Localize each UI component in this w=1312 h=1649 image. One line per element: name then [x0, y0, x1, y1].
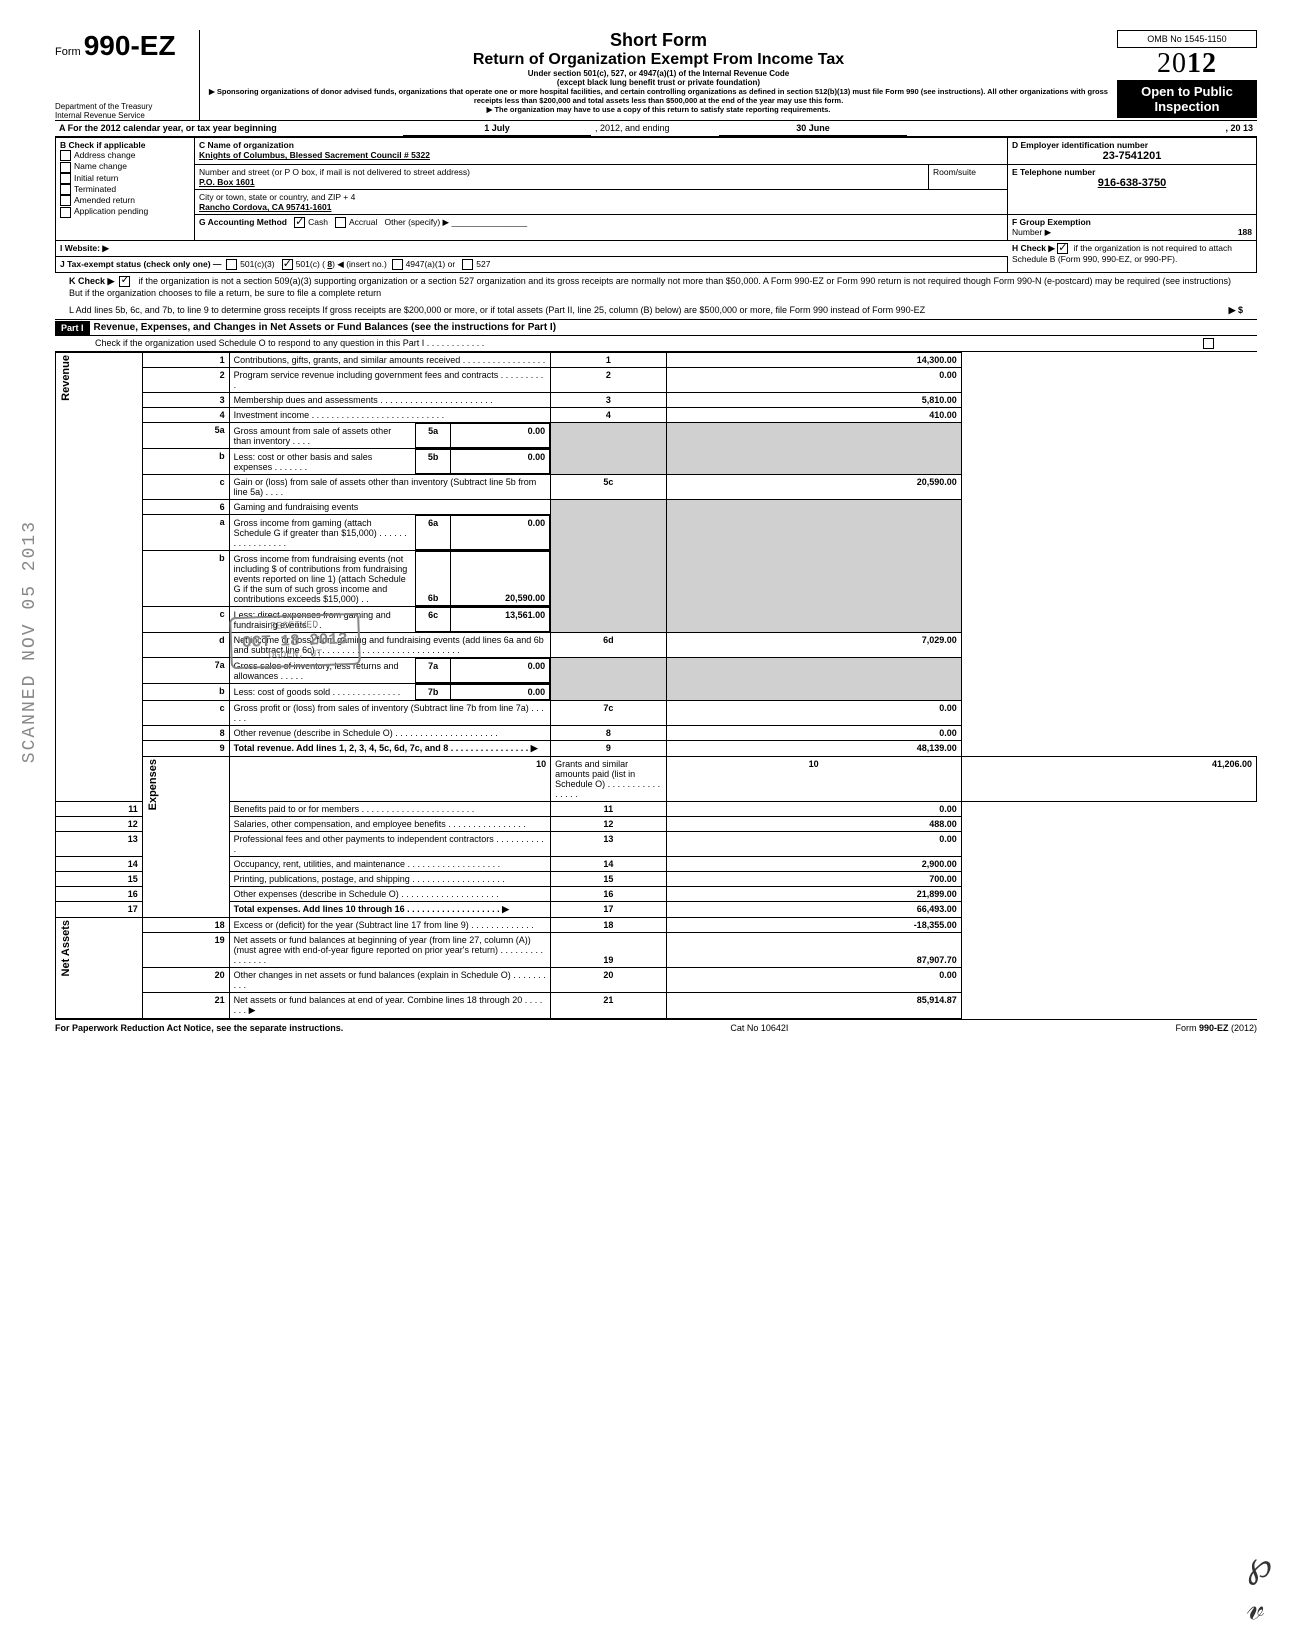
chk-address[interactable]: Address change	[60, 150, 190, 161]
d-label: D Employer identification number	[1012, 140, 1252, 150]
ein: 23-7541201	[1012, 150, 1252, 162]
chk-527[interactable]	[462, 259, 473, 270]
signature-mark: ℘𝓋	[1247, 1544, 1272, 1629]
title-copy: ▶ The organization may have to use a cop…	[206, 105, 1111, 114]
part1-header: Part I Revenue, Expenses, and Changes in…	[55, 319, 1257, 336]
e-label: E Telephone number	[1012, 167, 1252, 177]
chk-name[interactable]: Name change	[60, 161, 190, 172]
city-state-zip: Rancho Cordova, CA 95741-1601	[199, 202, 1003, 212]
chk-501c3[interactable]	[226, 259, 237, 270]
page-footer: For Paperwork Reduction Act Notice, see …	[55, 1019, 1257, 1033]
dept-treasury: Department of the Treasury	[55, 102, 195, 111]
chk-h[interactable]	[1057, 243, 1068, 254]
title-section: Under section 501(c), 527, or 4947(a)(1)…	[206, 69, 1111, 78]
city-label: City or town, state or country, and ZIP …	[199, 192, 1003, 202]
g-label: G Accounting Method	[199, 217, 287, 227]
title-return: Return of Organization Exempt From Incom…	[206, 51, 1111, 69]
chk-pending[interactable]: Application pending	[60, 206, 190, 217]
room-suite: Room/suite	[929, 165, 1008, 190]
header-info-grid: B Check if applicable Address change Nam…	[55, 137, 1257, 273]
scanned-stamp: SCANNED NOV 05 2013	[20, 520, 40, 763]
org-name: Knights of Columbus, Blessed Sacrement C…	[199, 150, 1003, 160]
chk-schedule-o[interactable]	[1203, 338, 1214, 349]
chk-k[interactable]	[119, 276, 130, 287]
section-expenses: Expenses	[147, 759, 159, 810]
chk-initial[interactable]: Initial return	[60, 173, 190, 184]
dept-irs: Internal Revenue Service	[55, 111, 195, 120]
section-revenue: Revenue	[60, 355, 72, 401]
po-box: P.O. Box 1601	[199, 177, 924, 187]
chk-accrual[interactable]	[335, 217, 346, 228]
part1-check: Check if the organization used Schedule …	[55, 336, 1257, 352]
form-header: Form 990-EZ Department of the Treasury I…	[55, 30, 1257, 120]
c-label: C Name of organization	[199, 140, 1003, 150]
section-net-assets: Net Assets	[60, 920, 72, 976]
row-a-tax-year: A For the 2012 calendar year, or tax yea…	[55, 120, 1257, 137]
addr-label: Number and street (or P O box, if mail i…	[199, 167, 924, 177]
chk-terminated[interactable]: Terminated	[60, 184, 190, 195]
tax-year: 2012	[1117, 48, 1257, 80]
b-label: B Check if applicable	[60, 140, 190, 150]
chk-501c[interactable]	[282, 259, 293, 270]
chk-cash[interactable]	[294, 217, 305, 228]
phone: 916-638-3750	[1012, 177, 1252, 189]
omb-number: OMB No 1545-1150	[1117, 30, 1257, 48]
k-note: K Check ▶ if the organization is not a s…	[55, 273, 1257, 302]
form-number: Form 990-EZ	[55, 30, 195, 62]
chk-4947[interactable]	[392, 259, 403, 270]
lines-table: Revenue 1Contributions, gifts, grants, a…	[55, 352, 1257, 1019]
chk-amended[interactable]: Amended return	[60, 195, 190, 206]
title-except: (except black lung benefit trust or priv…	[206, 78, 1111, 87]
j-label: J Tax-exempt status (check only one) —	[60, 259, 221, 269]
group-exempt-no: 188	[1238, 227, 1252, 237]
f-label: F Group Exemption	[1012, 217, 1091, 227]
title-short-form: Short Form	[206, 30, 1111, 51]
open-public: Open to PublicInspection	[1117, 80, 1257, 118]
l-note: L Add lines 5b, 6c, and 7b, to line 9 to…	[55, 302, 1257, 319]
i-label: I Website: ▶	[60, 243, 109, 253]
title-sponsor: ▶ Sponsoring organizations of donor advi…	[206, 87, 1111, 105]
